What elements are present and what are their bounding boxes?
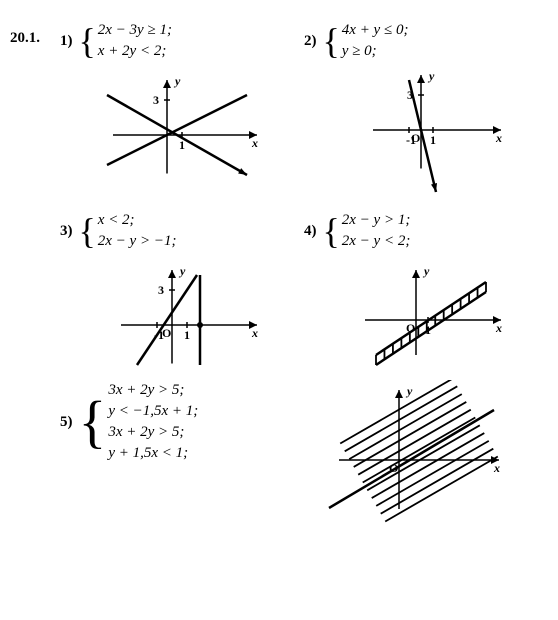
item-4-label: 4) <box>304 223 317 240</box>
brace-icon: { <box>79 210 96 252</box>
svg-text:y: y <box>422 264 430 278</box>
item-3-label: 3) <box>60 223 73 240</box>
graph-1: yx13 <box>97 70 267 180</box>
item-2-eq-1: 4x + y ≤ 0; <box>342 20 409 41</box>
svg-text:x: x <box>495 131 502 145</box>
svg-text:-1: -1 <box>406 133 416 147</box>
graph-3: yxO-113 <box>97 260 267 370</box>
item-2-label: 2) <box>304 33 317 50</box>
item-1-eq-1: 2x − 3y ≥ 1; <box>98 20 172 41</box>
svg-text:x: x <box>251 136 258 150</box>
item-4-eq-1: 2x − y > 1; <box>342 210 411 231</box>
item-2-eq-2: y ≥ 0; <box>342 41 409 62</box>
item-3-eq-1: x < 2; <box>98 210 177 231</box>
item-2: 2) { 4x + y ≤ 0; y ≥ 0; <box>304 20 548 62</box>
svg-text:y: y <box>173 74 181 88</box>
item-5-eq-4: y + 1,5x < 1; <box>108 443 198 464</box>
svg-text:y: y <box>427 70 435 83</box>
item-5-eq-1: 3x + 2y > 5; <box>108 380 198 401</box>
item-1-eq-2: x + 2y < 2; <box>98 41 172 62</box>
item-1-label: 1) <box>60 33 73 50</box>
brace-icon: { <box>323 20 340 62</box>
item-5-eq-3: 3x + 2y > 5; <box>108 422 198 443</box>
svg-text:3: 3 <box>153 93 159 107</box>
svg-text:y: y <box>178 264 186 278</box>
item-5: 5) { 3x + 2y > 5; y < −1,5x + 1; 3x + 2y… <box>60 380 260 464</box>
svg-text:3: 3 <box>158 283 164 297</box>
svg-text:1: 1 <box>430 133 436 147</box>
brace-icon: { <box>79 380 107 464</box>
item-1: 1) { 2x − 3y ≥ 1; x + 2y < 2; <box>60 20 304 62</box>
problem-number: 20.1. <box>10 20 60 47</box>
item-4: 4) { 2x − y > 1; 2x − y < 2; <box>304 210 548 252</box>
svg-text:x: x <box>251 326 258 340</box>
svg-text:x: x <box>495 321 502 335</box>
item-4-eq-2: 2x − y < 2; <box>342 231 411 252</box>
item-3: 3) { x < 2; 2x − y > −1; <box>60 210 304 252</box>
item-5-eq-2: y < −1,5x + 1; <box>108 401 198 422</box>
svg-text:x: x <box>493 461 500 475</box>
graph-2: yxO-113 <box>341 70 511 200</box>
item-5-label: 5) <box>60 414 73 431</box>
svg-text:y: y <box>405 384 413 398</box>
item-3-eq-2: 2x − y > −1; <box>98 231 177 252</box>
brace-icon: { <box>323 210 340 252</box>
graph-5: yxO <box>299 380 509 530</box>
graph-4: yxO1 <box>341 260 511 370</box>
brace-icon: { <box>79 20 96 62</box>
svg-text:1: 1 <box>184 328 190 342</box>
